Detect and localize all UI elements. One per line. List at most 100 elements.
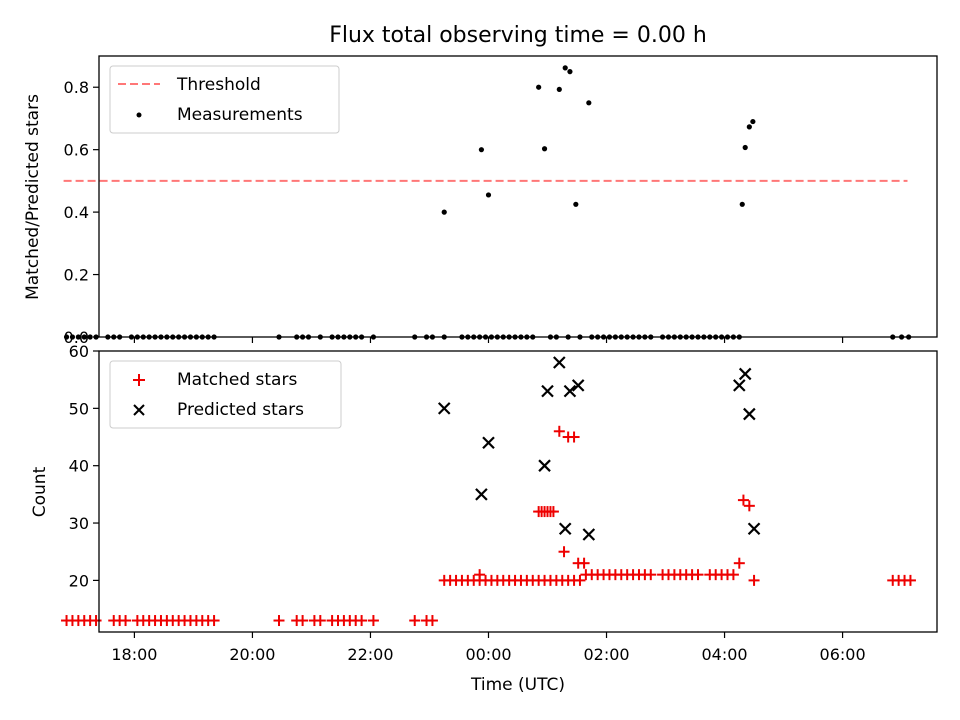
measurements-point bbox=[750, 118, 756, 125]
predicted-stars-point bbox=[538, 459, 551, 472]
measurements-point bbox=[63, 334, 70, 340]
x-tick-label: 18:00 bbox=[111, 645, 157, 664]
matched-stars-point bbox=[208, 615, 220, 627]
top-legend-box bbox=[109, 65, 340, 134]
matched-stars-point bbox=[645, 569, 657, 581]
measurements-point bbox=[75, 334, 81, 340]
measurements-point bbox=[562, 65, 568, 71]
bottom-legend: Matched stars Predicted stars bbox=[109, 360, 342, 429]
predicted-stars-legend-swatch bbox=[133, 404, 145, 416]
matched-stars-point bbox=[474, 569, 486, 581]
measurements-legend-label: Measurements bbox=[177, 105, 303, 125]
matched-stars-point bbox=[297, 615, 309, 627]
top-panel: 0.00.20.40.60.8 Matched/Predicted stars … bbox=[23, 55, 938, 347]
measurements-point bbox=[742, 144, 748, 151]
bottom-y-axis: 20 30 40 50 60 bbox=[69, 342, 99, 590]
top-x-ticks bbox=[133, 337, 844, 343]
measurements-point bbox=[573, 201, 579, 207]
predicted-stars-point bbox=[563, 384, 577, 398]
bottom-panel: 20 30 40 50 60 18:00 20:00 22:00 00:00 02:00 04:0… bbox=[30, 342, 938, 695]
matched-stars-legend-label: Matched stars bbox=[177, 370, 297, 390]
y-tick-label: 0.4 bbox=[64, 203, 89, 222]
matched-stars-point bbox=[568, 431, 580, 443]
predicted-stars-point bbox=[733, 379, 746, 392]
measurements-point bbox=[536, 84, 542, 90]
x-tick-label: 02:00 bbox=[583, 645, 629, 664]
x-tick-label: 00:00 bbox=[465, 645, 511, 664]
bottom-y-axis-label: Count bbox=[30, 466, 50, 517]
y-tick-label: 30 bbox=[69, 514, 89, 533]
predicted-stars-point bbox=[475, 488, 488, 501]
matched-stars-point bbox=[733, 557, 745, 569]
measurements-point bbox=[81, 334, 87, 340]
predicted-stars-point bbox=[582, 528, 596, 541]
measurements-point bbox=[485, 192, 492, 198]
predicted-stars-point bbox=[747, 522, 761, 536]
measurements-point bbox=[87, 334, 93, 340]
top-y-axis: 0.0 0.2 0.4 0.6 0.8 bbox=[64, 78, 99, 347]
predicted-stars-point bbox=[437, 402, 451, 415]
x-tick-label: 06:00 bbox=[820, 645, 866, 664]
matched-stars-point bbox=[574, 574, 586, 586]
measurements-point bbox=[586, 100, 592, 106]
y-tick-label: 0.0 bbox=[64, 328, 89, 347]
y-tick-label: 0.8 bbox=[64, 78, 89, 97]
matched-stars-point bbox=[273, 615, 285, 627]
matched-stars-point bbox=[90, 615, 102, 627]
matched-stars-point bbox=[553, 425, 565, 437]
matched-stars-point bbox=[120, 615, 132, 627]
predicted-stars-legend-label: Predicted stars bbox=[177, 400, 304, 420]
predicted-stars-point bbox=[571, 379, 585, 392]
bottom-plot-area bbox=[61, 356, 916, 627]
threshold-legend-label: Threshold bbox=[176, 75, 261, 95]
predicted-stars-point bbox=[558, 522, 572, 536]
predicted-stars-point bbox=[541, 384, 554, 398]
matched-stars-point bbox=[367, 615, 379, 627]
y-tick-label: 60 bbox=[69, 342, 89, 361]
predicted-stars-point bbox=[743, 407, 756, 421]
bottom-plot-frame bbox=[98, 350, 938, 633]
x-tick-label: 04:00 bbox=[701, 645, 747, 664]
matched-stars-point bbox=[737, 494, 749, 506]
x-tick-label: 20:00 bbox=[229, 645, 275, 664]
measurements-point bbox=[567, 69, 573, 75]
chart-title: Flux total observing time = 0.00 h bbox=[329, 23, 707, 48]
matched-stars-point bbox=[727, 569, 739, 581]
matched-stars-point bbox=[314, 615, 326, 627]
y-tick-label: 0.2 bbox=[64, 266, 89, 285]
matched-stars-point bbox=[409, 615, 421, 627]
matched-stars-point bbox=[356, 615, 368, 627]
y-tick-label: 0.6 bbox=[64, 141, 89, 160]
measurements-point bbox=[556, 86, 562, 93]
matched-stars-point bbox=[558, 546, 570, 558]
predicted-stars-point bbox=[482, 436, 495, 450]
matched-stars-point bbox=[692, 569, 704, 581]
measurements-point bbox=[478, 147, 485, 153]
matched-stars-point bbox=[904, 574, 916, 586]
top-y-axis-label: Matched/Predicted stars bbox=[23, 94, 43, 300]
bottom-x-axis: 18:00 20:00 22:00 00:00 02:00 04:00 06:00 bbox=[111, 632, 866, 664]
matched-stars-point bbox=[578, 557, 590, 569]
x-tick-label: 22:00 bbox=[347, 645, 393, 664]
matched-stars-point bbox=[547, 506, 559, 518]
measurements-point bbox=[441, 209, 447, 215]
bottom-legend-box bbox=[109, 360, 342, 429]
measurements-point bbox=[739, 201, 745, 207]
matched-stars-point bbox=[426, 615, 438, 627]
measurements-point bbox=[541, 146, 548, 152]
y-tick-label: 50 bbox=[69, 399, 89, 418]
matched-stars-legend-swatch bbox=[133, 374, 145, 386]
measurements-point bbox=[69, 334, 76, 340]
predicted-stars-point bbox=[553, 356, 566, 369]
matched-stars-point bbox=[743, 500, 755, 512]
top-plot-frame bbox=[98, 55, 938, 338]
predicted-stars-point bbox=[738, 367, 752, 381]
y-tick-label: 20 bbox=[69, 571, 89, 590]
measurements-legend-swatch bbox=[136, 112, 142, 118]
y-tick-label: 40 bbox=[69, 457, 89, 476]
top-legend: Threshold Measurements bbox=[109, 65, 340, 134]
measurements-point bbox=[746, 124, 752, 130]
x-axis-label: Time (UTC) bbox=[470, 675, 565, 695]
matched-stars-point bbox=[748, 574, 760, 586]
